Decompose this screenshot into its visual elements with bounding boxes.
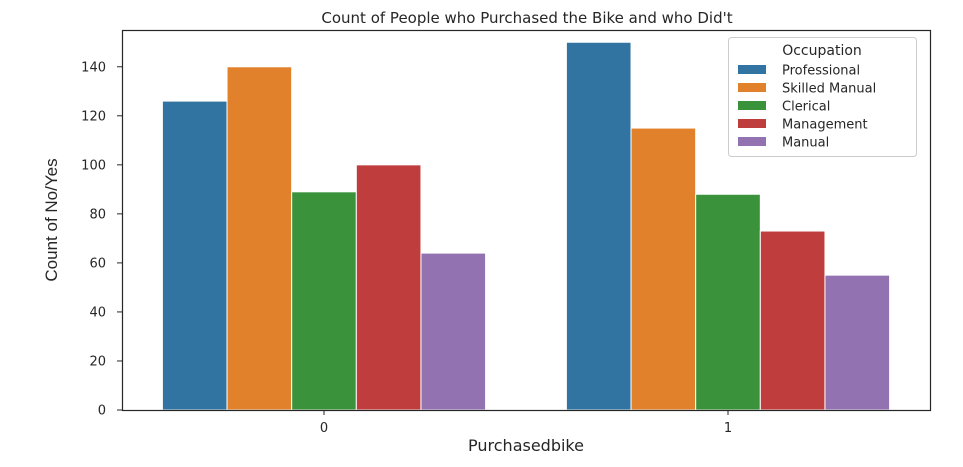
bar-clerical-1 [695, 193, 761, 411]
x-axis-label: Purchasedbike [468, 436, 584, 455]
legend-label: Skilled Manual [782, 82, 876, 97]
y-tick-label: 60 [89, 256, 106, 271]
legend-box [728, 37, 917, 157]
y-tick-label: 140 [81, 60, 106, 75]
legend-swatch [738, 65, 766, 74]
bar-professional-0 [161, 100, 228, 411]
legend-label: Manual [782, 136, 829, 151]
bar-skilled-manual-0 [226, 66, 293, 411]
y-axis-label: Count of No/Yes [42, 158, 61, 281]
y-axis: 0 20 40 60 80 100 120 140 [81, 60, 122, 419]
y-tick-label: 20 [89, 354, 106, 369]
legend-swatch [738, 119, 766, 128]
bars-layer [161, 41, 891, 411]
bar-manual-1 [824, 274, 891, 411]
y-tick-label: 0 [98, 404, 106, 419]
legend-swatch [738, 137, 766, 146]
legend-label: Professional [782, 64, 860, 79]
legend-swatch [738, 101, 766, 110]
y-tick-label: 120 [81, 109, 106, 124]
bar-management-0 [355, 164, 422, 411]
legend-swatch [738, 83, 766, 92]
x-tick-label: 0 [320, 421, 328, 436]
y-tick-label: 80 [89, 207, 106, 222]
y-tick-label: 100 [81, 158, 106, 173]
bar-manual-0 [420, 252, 487, 411]
y-tick-label: 40 [89, 305, 106, 320]
x-tick-label: 1 [724, 421, 732, 436]
legend-label: Management [782, 118, 868, 133]
legend-label: Clerical [782, 100, 830, 115]
plot-frame [121, 29, 932, 412]
bar-clerical-0 [291, 191, 357, 411]
bar-management-1 [759, 230, 826, 411]
chart-title: Count of People who Purchased the Bike a… [321, 9, 732, 27]
bar-skilled-manual-1 [630, 127, 697, 411]
bar-professional-1 [565, 41, 632, 411]
legend-title: Occupation [782, 43, 862, 59]
legend: Occupation Professional Skilled Manual Cle… [728, 37, 917, 157]
